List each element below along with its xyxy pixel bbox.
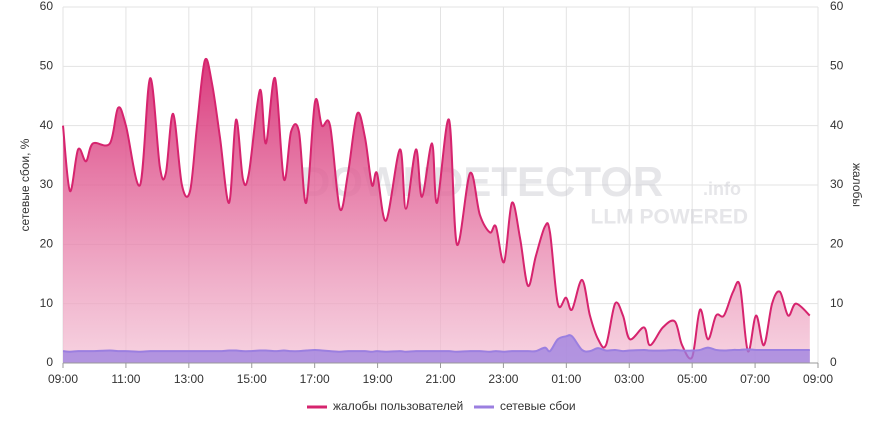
y-tick-label: 20	[40, 237, 54, 251]
line	[62, 334, 810, 353]
y-tick-label: 60	[40, 0, 54, 13]
y2-tick-label: 60	[830, 0, 844, 13]
x-tick-label: 19:00	[363, 372, 393, 386]
area	[63, 58, 810, 364]
x-tick-label: 23:00	[488, 372, 518, 386]
y-axis-label: сетевые сбои, %	[18, 138, 32, 231]
x-tick-label: 03:00	[614, 372, 644, 386]
x-tick-label: 01:00	[551, 372, 581, 386]
x-tick-label: 09:00	[48, 372, 78, 386]
x-tick-label: 05:00	[677, 372, 707, 386]
y-tick-label: 40	[40, 118, 54, 132]
y-tick-label: 50	[40, 59, 54, 73]
y-tick-label: 10	[40, 296, 54, 310]
legend-label: жалобы пользователей	[333, 399, 463, 413]
y2-tick-label: 30	[830, 177, 844, 191]
y2-tick-label: 40	[830, 118, 844, 132]
x-tick-label: 11:00	[111, 372, 140, 386]
y2-tick-label: 20	[830, 237, 844, 251]
y-tick-label: 0	[46, 355, 53, 369]
y2-axis-label: жалобы	[850, 163, 864, 207]
x-tick-label: 13:00	[174, 372, 204, 386]
y2-tick-label: 50	[830, 59, 844, 73]
watermark-suffix: .info	[703, 179, 741, 199]
y2-tick-label: 0	[830, 355, 837, 369]
y-tick-label: 30	[40, 177, 54, 191]
y2-tick-label: 10	[830, 296, 844, 310]
line	[62, 57, 811, 360]
watermark-sub: LLM POWERED	[591, 206, 749, 229]
area	[63, 335, 810, 363]
x-tick-label: 15:00	[237, 372, 267, 386]
x-tick-label: 09:00	[803, 372, 833, 386]
legend-label: сетевые сбои	[500, 399, 576, 413]
x-tick-label: 21:00	[425, 372, 455, 386]
x-tick-label: 07:00	[740, 372, 770, 386]
x-tick-label: 17:00	[300, 372, 330, 386]
